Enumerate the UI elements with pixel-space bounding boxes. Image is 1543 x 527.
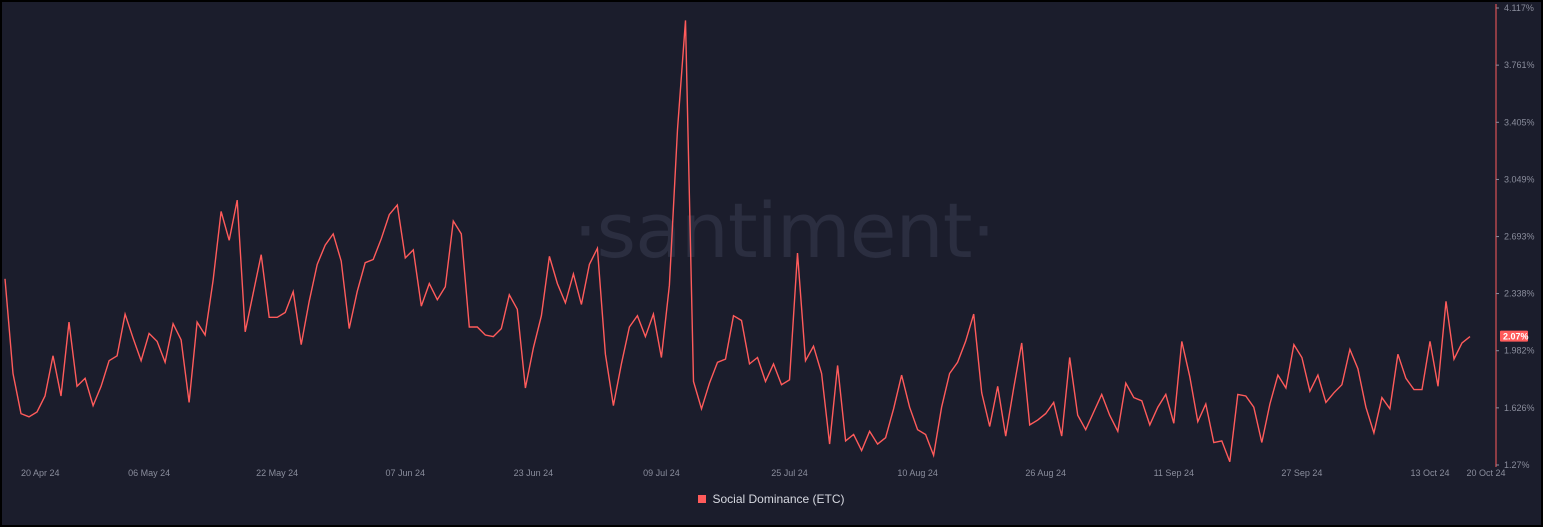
x-tick-label: 13 Oct 24 [1410,468,1449,478]
x-tick-label: 27 Sep 24 [1281,468,1322,478]
y-tick-label: 3.761% [1504,60,1535,70]
y-tick-label: 3.405% [1504,117,1535,127]
y-tick-label: 2.338% [1504,289,1535,299]
y-tick-label: 1.982% [1504,346,1535,356]
x-tick-label: 22 May 24 [256,468,298,478]
x-tick-label: 25 Jul 24 [771,468,808,478]
y-tick-label: 1.27% [1504,460,1530,470]
x-tick-label: 20 Oct 24 [1466,468,1505,478]
x-tick-label: 09 Jul 24 [643,468,680,478]
x-tick-label: 07 Jun 24 [385,468,425,478]
y-tick-label: 3.049% [1504,174,1535,184]
legend[interactable]: Social Dominance (ETC) [2,492,1541,506]
y-axis: 4.117% 3.761% 3.405% 3.049% 2.693% 2.338% 1.98… [1496,3,1535,470]
x-tick-label: 11 Sep 24 [1154,468,1194,478]
legend-label: Social Dominance (ETC) [712,492,845,506]
x-tick-label: 06 May 24 [128,468,170,478]
watermark: ·santiment· [573,186,994,275]
x-axis: 20 Apr 24 06 May 24 22 May 24 07 Jun 24 23 J… [21,468,1506,478]
x-tick-label: 23 Jun 24 [514,468,554,478]
series-line-social-dominance[interactable] [4,20,1471,463]
x-tick-label: 10 Aug 24 [897,468,938,478]
y-tick-label: 2.693% [1504,232,1535,242]
y-tick-label: 1.626% [1504,403,1535,413]
x-tick-label: 26 Aug 24 [1025,468,1066,478]
current-value-label: 2.07% [1503,332,1529,342]
x-tick-label: 20 Apr 24 [21,468,60,478]
legend-swatch [698,495,707,503]
current-value-badge: 2.07% [1500,330,1529,342]
y-tick-label: 4.117% [1504,3,1534,13]
